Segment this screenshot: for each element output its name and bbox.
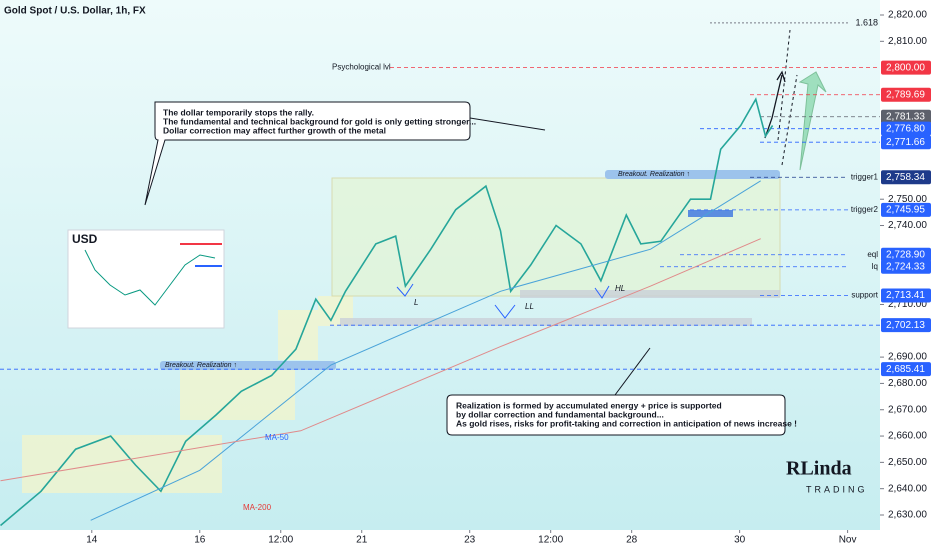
price-badge bbox=[881, 170, 931, 185]
series-label: MA-50 bbox=[265, 433, 289, 442]
price-badge bbox=[881, 318, 931, 333]
price-badge-label: 2,800.00 bbox=[886, 62, 925, 73]
y-tick-label: 2,820.00 bbox=[888, 10, 927, 21]
price-badge bbox=[881, 135, 931, 150]
y-tick-label: 2,680.00 bbox=[888, 378, 927, 389]
price-badge bbox=[881, 247, 931, 262]
note-text: Realization is formed by accumulated ene… bbox=[456, 400, 722, 410]
price-badge-label: 2,702.13 bbox=[886, 320, 925, 331]
inset: USD bbox=[67, 229, 225, 329]
price-badge-label: 2,781.33 bbox=[886, 111, 925, 122]
price-badge bbox=[881, 259, 931, 274]
y-tick-label: 2,630.00 bbox=[888, 510, 927, 521]
fib-label: 1.618 bbox=[855, 17, 878, 27]
data-layer: 2,630.00 2,640.00 2,650.00 2,660.00 2,670.00… bbox=[0, 10, 931, 546]
x-tick-label: 12:00 bbox=[268, 535, 293, 546]
swing-label: L bbox=[414, 298, 418, 307]
series-line bbox=[90, 180, 761, 521]
y-tick-label: 2,670.00 bbox=[888, 404, 927, 415]
level-name: lq bbox=[872, 262, 878, 271]
y-tick-label: 2,660.00 bbox=[888, 431, 927, 442]
x-tick-label: 28 bbox=[626, 535, 638, 546]
series-line bbox=[0, 97, 774, 527]
logo: RLinda bbox=[786, 458, 852, 480]
y-tick-label: 2,640.00 bbox=[888, 483, 927, 494]
price-badge bbox=[881, 288, 931, 303]
inset-title: USD bbox=[72, 232, 98, 246]
note-text: The dollar temporarily stops the rally. bbox=[163, 107, 314, 117]
y-tick-label: 2,810.00 bbox=[888, 36, 927, 47]
x-tick-label: 21 bbox=[356, 535, 368, 546]
y-tick-label: 2,710.00 bbox=[888, 299, 927, 310]
x-tick-label: 30 bbox=[734, 535, 746, 546]
price-badge-label: 2,685.41 bbox=[886, 364, 925, 375]
breakout-box bbox=[160, 361, 336, 370]
note-text: Dollar correction may affect further gro… bbox=[163, 125, 386, 135]
y-tick-label: 2,740.00 bbox=[888, 220, 927, 231]
x-tick-label: 12:00 bbox=[538, 535, 563, 546]
level-name: Psychological lvl bbox=[332, 63, 391, 72]
zone bbox=[688, 210, 733, 217]
price-badge bbox=[881, 121, 931, 136]
price-badge-label: 2,758.34 bbox=[886, 172, 925, 183]
level-name: trigger1 bbox=[851, 172, 879, 181]
price-badge-label: 2,728.90 bbox=[886, 249, 925, 260]
price-badge-label: 2,776.80 bbox=[886, 123, 925, 134]
price-badge bbox=[881, 87, 931, 102]
swing-label: LL bbox=[525, 302, 534, 311]
zone bbox=[340, 318, 752, 326]
price-badge-label: 2,789.69 bbox=[886, 89, 925, 100]
price-badge bbox=[881, 202, 931, 217]
note-text: by dollar correction and fundamental bac… bbox=[456, 409, 664, 419]
price-badge-label: 2,745.95 bbox=[886, 205, 925, 216]
y-tick-label: 2,690.00 bbox=[888, 352, 927, 363]
x-tick-label: 16 bbox=[194, 535, 206, 546]
breakout-label: Breakout. Realization ↑ bbox=[618, 171, 690, 178]
x-tick-label: 14 bbox=[86, 535, 98, 546]
callout bbox=[144, 101, 786, 436]
projection bbox=[396, 29, 827, 319]
breakout-box bbox=[605, 170, 780, 179]
breakout-label: Breakout. Realization ↑ bbox=[165, 362, 237, 369]
price-badge bbox=[881, 60, 931, 75]
x-axis-bg bbox=[0, 530, 880, 550]
x-tick-label: Nov bbox=[839, 535, 857, 546]
series-label: MA-200 bbox=[243, 503, 272, 512]
zones bbox=[22, 170, 781, 493]
level-name: eql bbox=[867, 250, 878, 259]
price-badge-label: 2,771.66 bbox=[886, 137, 925, 148]
price-badge bbox=[881, 362, 931, 377]
price-badge-label: 2,724.33 bbox=[886, 261, 925, 272]
level-name: trigger2 bbox=[851, 205, 879, 214]
chart-title: Gold Spot / U.S. Dollar, 1h, FX bbox=[4, 6, 146, 17]
price-badge-label: 2,713.41 bbox=[886, 290, 925, 301]
zone bbox=[278, 310, 318, 360]
zone bbox=[520, 290, 780, 298]
note-text: As gold rises, risks for profit-taking a… bbox=[456, 418, 797, 428]
level-name: support bbox=[851, 291, 878, 300]
logo: TRADING bbox=[806, 484, 868, 494]
note-text: The fundamental and technical background… bbox=[163, 116, 476, 126]
range-zone bbox=[331, 177, 781, 297]
x-tick-label: 23 bbox=[464, 535, 476, 546]
y-tick-label: 2,750.00 bbox=[888, 194, 927, 205]
zone bbox=[22, 435, 222, 493]
y-tick-label: 2,650.00 bbox=[888, 457, 927, 468]
price-badge bbox=[881, 109, 931, 124]
series-line bbox=[0, 238, 761, 482]
swing-label: HL bbox=[615, 284, 625, 293]
